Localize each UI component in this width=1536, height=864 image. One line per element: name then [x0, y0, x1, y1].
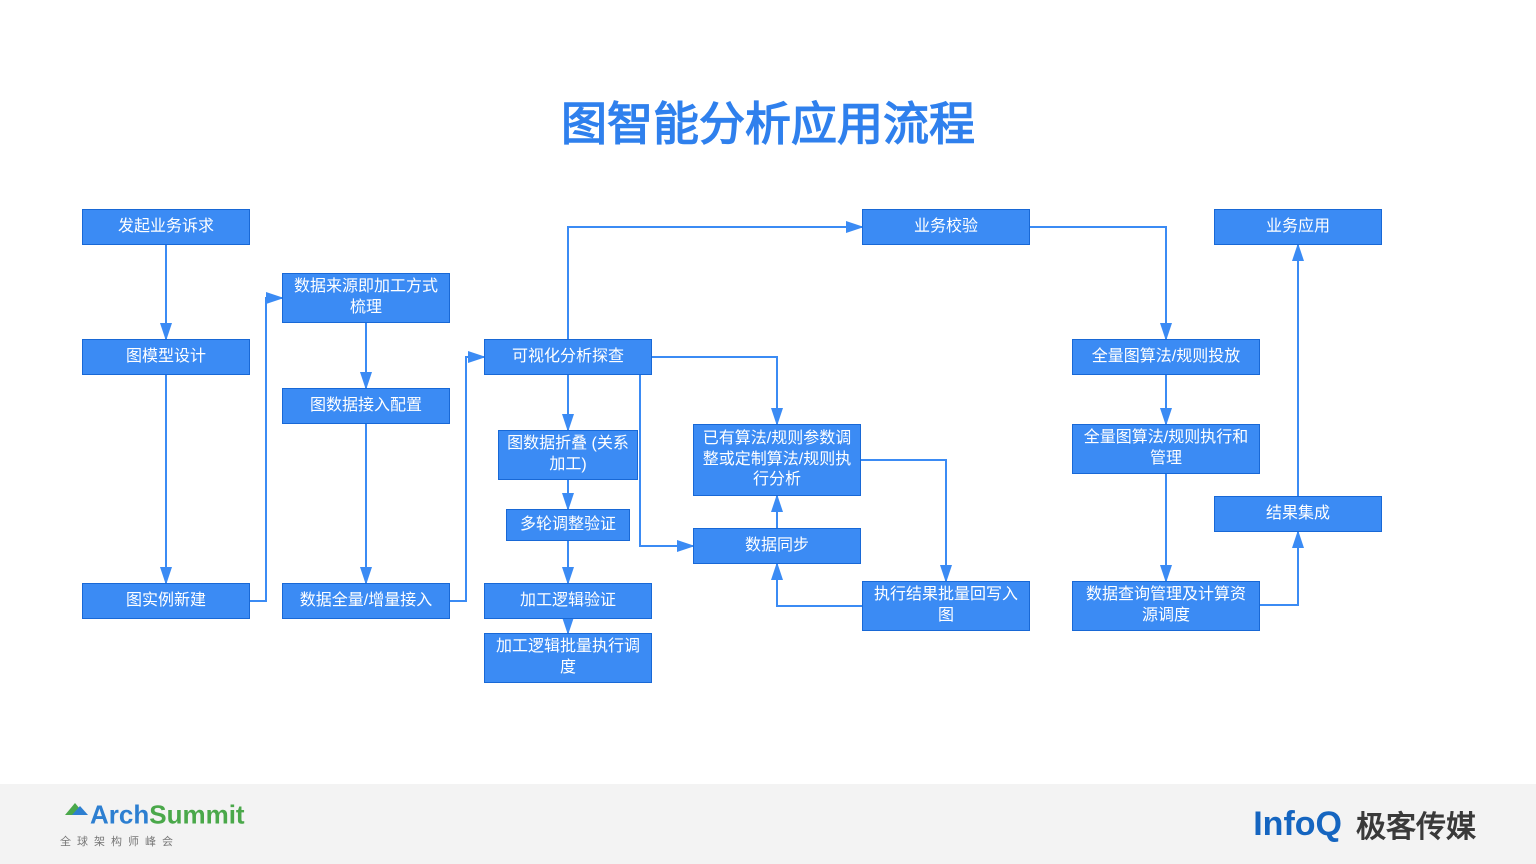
- edge-n7-n13_alt: [640, 375, 693, 546]
- edge-n6-n7: [450, 357, 484, 601]
- flow-node-n10: 加工逻辑验证: [484, 583, 652, 619]
- flow-node-n2: 图模型设计: [82, 339, 250, 375]
- flow-node-n17: 全量图算法/规则执行和管理: [1072, 424, 1260, 474]
- flow-node-n15: 执行结果批量回写入图: [862, 581, 1030, 631]
- flow-node-n3: 图实例新建: [82, 583, 250, 619]
- flow-node-n6: 数据全量/增量接入: [282, 583, 450, 619]
- flow-node-n5: 图数据接入配置: [282, 388, 450, 424]
- edge-n7-n12: [652, 357, 777, 424]
- flow-node-n14: 业务校验: [862, 209, 1030, 245]
- archsummit-logo: ArchSummit 全球架构师峰会: [60, 799, 245, 848]
- edge-n18-n20: [1260, 532, 1298, 605]
- flow-node-n19: 业务应用: [1214, 209, 1382, 245]
- flow-node-n7: 可视化分析探查: [484, 339, 652, 375]
- flow-node-n8: 图数据折叠 (关系加工): [498, 430, 638, 480]
- flow-node-n9: 多轮调整验证: [506, 509, 630, 541]
- flow-node-n13: 数据同步: [693, 528, 861, 564]
- flow-node-n20: 结果集成: [1214, 496, 1382, 532]
- flow-node-n12: 已有算法/规则参数调整或定制算法/规则执行分析: [693, 424, 861, 496]
- edge-n14-n16: [1030, 227, 1166, 339]
- flow-node-n11: 加工逻辑批量执行调度: [484, 633, 652, 683]
- flow-node-n18: 数据查询管理及计算资源调度: [1072, 581, 1260, 631]
- flow-node-n16: 全量图算法/规则投放: [1072, 339, 1260, 375]
- footer-bar: ArchSummit 全球架构师峰会 InfoQ 极客传媒: [0, 784, 1536, 864]
- edge-n7-n14: [568, 227, 862, 339]
- edge-n12-n15: [861, 460, 946, 581]
- edge-n3-n4: [250, 298, 282, 601]
- infoq-logo: InfoQ 极客传媒: [1253, 802, 1476, 846]
- flow-node-n4: 数据来源即加工方式梳理: [282, 273, 450, 323]
- page-title: 图智能分析应用流程: [0, 88, 1536, 154]
- edge-n15-n13: [777, 564, 862, 606]
- flow-node-n1: 发起业务诉求: [82, 209, 250, 245]
